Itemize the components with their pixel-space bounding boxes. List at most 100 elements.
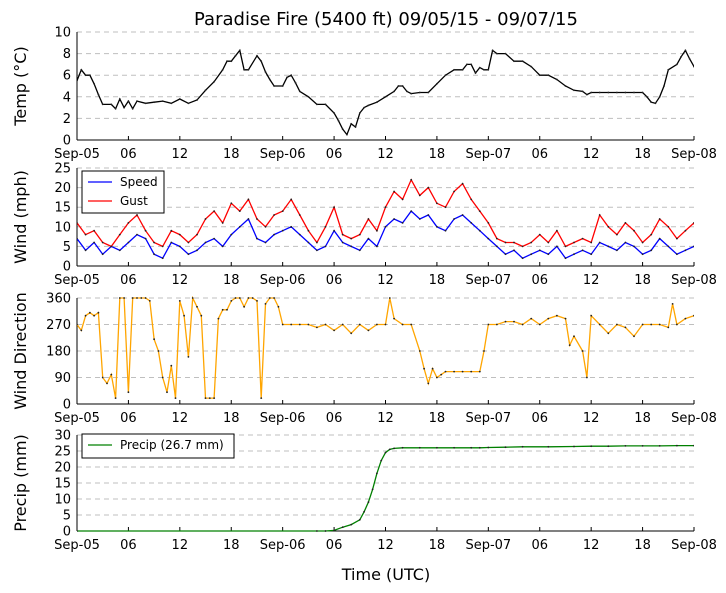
x-axis-title: Time (UTC)	[341, 565, 430, 584]
wind-data-point	[676, 253, 678, 256]
temp-data-point	[646, 95, 648, 98]
precip-data-point	[590, 445, 593, 448]
temp-data-point	[161, 100, 164, 102]
wind-x-tick-label: 18	[634, 273, 651, 288]
dir-data-point	[684, 317, 687, 320]
temp-data-point	[427, 91, 430, 94]
wind-data-point	[127, 222, 130, 224]
temp-data-point	[581, 90, 584, 93]
dir-data-point	[530, 317, 533, 320]
wind-data-point	[136, 233, 138, 236]
temp-data-point	[384, 95, 387, 98]
wind-data-point	[667, 225, 670, 228]
dir-data-point	[307, 323, 310, 326]
temp-x-tick-label: Sep-06	[260, 147, 306, 162]
temp-data-point	[256, 54, 258, 57]
temp-x-tick-label: 18	[223, 147, 240, 162]
wind-data-point	[590, 253, 593, 256]
dir-data-point	[136, 297, 138, 299]
wind-data-point	[93, 229, 95, 232]
wind-data-point	[684, 229, 687, 232]
wind-data-point	[538, 249, 541, 252]
wind-data-point	[530, 241, 533, 244]
precip-data-point	[607, 445, 610, 448]
temp-y-tick-label: 6	[63, 69, 71, 84]
wind-data-point	[273, 214, 275, 216]
wind-data-point	[710, 253, 712, 255]
temp-data-point	[513, 60, 515, 63]
wind-data-point	[256, 237, 258, 240]
wind-data-point	[693, 222, 694, 224]
wind-x-tick-label: 12	[377, 273, 394, 288]
wind-x-tick-label: 06	[326, 273, 343, 288]
dir-data-point	[89, 311, 91, 314]
wind-data-point	[556, 229, 558, 232]
wind-data-point	[616, 249, 618, 252]
wind-series-speed	[77, 210, 712, 260]
wind-data-point	[358, 249, 361, 252]
wind-data-point	[281, 210, 284, 213]
temp-x-tick-label: 06	[120, 147, 137, 162]
wind-data-point	[273, 233, 275, 236]
wind-data-point	[693, 245, 694, 248]
wind-data-point	[367, 218, 370, 220]
dir-y-tick-label: 0	[63, 398, 71, 413]
wind-data-point	[384, 206, 387, 209]
wind-data-point	[624, 241, 627, 244]
dir-data-point	[251, 297, 254, 299]
dir-data-point	[191, 297, 194, 299]
temp-data-point	[247, 68, 250, 71]
wind-data-point	[187, 253, 190, 256]
dir-data-point	[388, 297, 391, 299]
dir-data-point	[114, 397, 117, 399]
wind-data-point	[341, 233, 344, 236]
wind-data-point	[436, 225, 438, 228]
dir-data-point	[290, 323, 293, 326]
temp-data-point	[406, 90, 408, 93]
dir-data-point	[401, 323, 404, 326]
wind-data-point	[581, 237, 584, 240]
temp-x-tick-label: 12	[172, 147, 189, 162]
precip-data-point	[384, 451, 387, 454]
dir-data-point	[650, 323, 653, 326]
wind-data-point	[307, 241, 310, 244]
temp-data-point	[478, 66, 481, 69]
dir-data-point	[341, 323, 344, 326]
wind-x-tick-label: 18	[429, 273, 446, 288]
wind-data-point	[607, 225, 610, 228]
precip-y-tick-label: 25	[54, 445, 71, 460]
wind-data-point	[470, 222, 473, 224]
wind-data-point	[453, 190, 455, 193]
precip-data-point	[324, 530, 327, 532]
wind-data-point	[333, 206, 335, 209]
dir-data-point	[131, 297, 134, 299]
dir-data-point	[723, 391, 725, 393]
dir-x-tick-label: 12	[172, 411, 189, 426]
temp-series-line	[77, 48, 694, 136]
wind-data-point	[658, 218, 661, 220]
dir-data-point	[226, 308, 228, 311]
temp-data-point	[260, 60, 263, 63]
wind-data-point	[84, 233, 87, 236]
wind-data-point	[461, 182, 464, 185]
dir-data-point	[513, 320, 515, 323]
wind-data-point	[307, 229, 310, 232]
wind-x-tick-label: 06	[531, 273, 548, 288]
precip-y-tick-label: 10	[54, 493, 71, 508]
wind-data-point	[393, 190, 395, 193]
dir-data-point	[667, 326, 670, 329]
wind-data-point	[230, 202, 233, 205]
wind-y-axis-title: Wind (mph)	[11, 170, 30, 264]
precip-data-point	[77, 530, 78, 532]
wind-data-point	[238, 210, 241, 213]
dir-x-tick-label: 18	[223, 411, 240, 426]
dir-data-point	[461, 370, 464, 373]
wind-data-point	[676, 237, 678, 240]
precip-legend-label: Precip (26.7 mm)	[120, 438, 224, 452]
wind-data-point	[478, 229, 481, 232]
wind-data-point	[161, 245, 164, 248]
dir-data-point	[350, 332, 353, 335]
dir-data-point	[264, 303, 267, 305]
temp-data-point	[358, 112, 361, 114]
dir-data-point	[174, 397, 177, 399]
